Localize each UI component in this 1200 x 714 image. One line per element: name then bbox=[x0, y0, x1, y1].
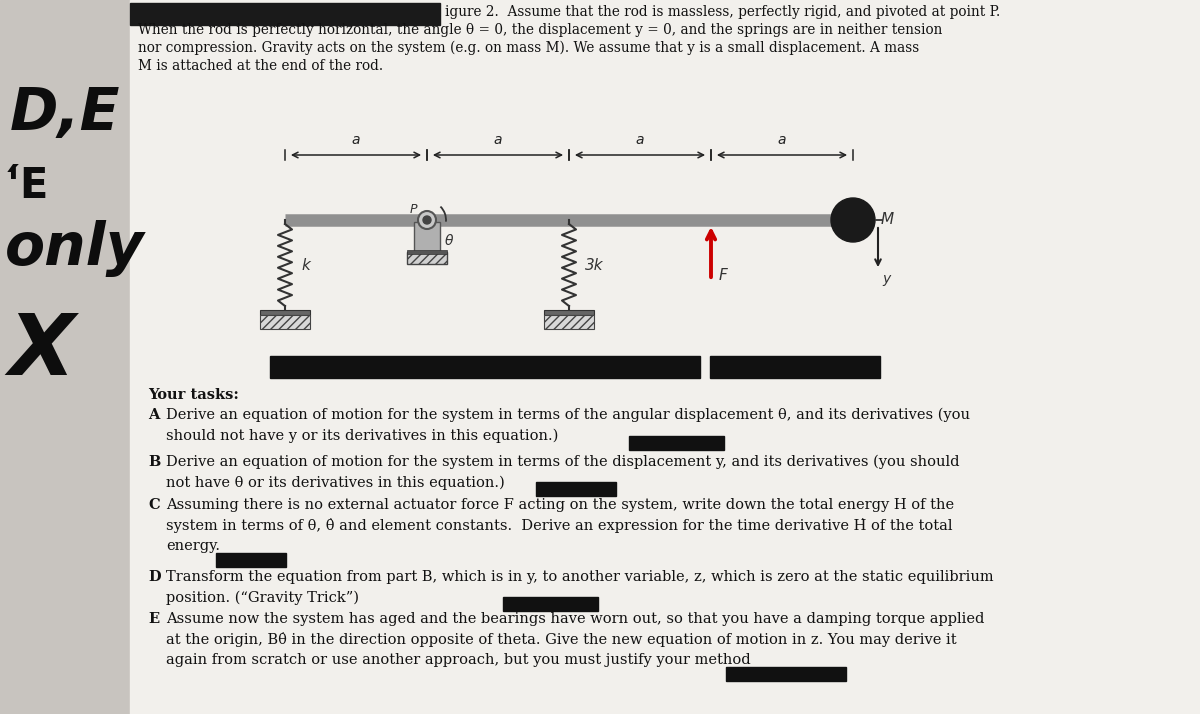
Bar bbox=[726, 667, 846, 681]
Text: X: X bbox=[8, 310, 74, 393]
Text: M is attached at the end of the rod.: M is attached at the end of the rod. bbox=[138, 59, 383, 73]
Text: When the rod is perfectly horizontal, the angle θ = 0, the displacement y = 0, a: When the rod is perfectly horizontal, th… bbox=[138, 23, 942, 37]
Circle shape bbox=[424, 216, 431, 224]
Bar bbox=[260, 315, 310, 329]
Text: E: E bbox=[148, 612, 160, 626]
Bar bbox=[407, 250, 446, 254]
Bar bbox=[629, 436, 724, 450]
Text: Derive an equation of motion for the system in terms of the displacement y, and : Derive an equation of motion for the sys… bbox=[166, 455, 960, 490]
Text: D: D bbox=[148, 570, 161, 584]
Text: F: F bbox=[719, 268, 727, 283]
Text: Assuming there is no external actuator force F acting on the system, write down : Assuming there is no external actuator f… bbox=[166, 498, 954, 553]
Text: 3k: 3k bbox=[586, 258, 604, 273]
Text: M: M bbox=[881, 213, 894, 228]
Bar bbox=[544, 310, 594, 315]
Text: '́E: '́E bbox=[8, 165, 49, 207]
Text: nor compression. Gravity acts on the system (e.g. on mass M). We assume that y i: nor compression. Gravity acts on the sys… bbox=[138, 41, 919, 56]
Text: θ: θ bbox=[445, 234, 454, 248]
Text: igure 2.  Assume that the rod is massless, perfectly rigid, and pivoted at point: igure 2. Assume that the rod is massless… bbox=[445, 5, 1001, 19]
Text: a: a bbox=[352, 133, 360, 147]
Text: A: A bbox=[148, 408, 160, 422]
Text: P: P bbox=[409, 203, 418, 216]
Circle shape bbox=[418, 211, 436, 229]
Bar bbox=[407, 252, 446, 264]
Bar bbox=[414, 222, 440, 252]
Text: k: k bbox=[301, 258, 310, 273]
Text: D,E: D,E bbox=[10, 85, 120, 142]
Bar bbox=[544, 315, 594, 329]
Text: Your tasks:: Your tasks: bbox=[148, 388, 239, 402]
Text: Assume now the system has aged and the bearings have worn out, so that you have : Assume now the system has aged and the b… bbox=[166, 612, 984, 668]
Bar bbox=[536, 482, 616, 496]
Bar bbox=[710, 356, 880, 378]
Text: a: a bbox=[493, 133, 503, 147]
Text: a: a bbox=[778, 133, 786, 147]
Text: B: B bbox=[148, 455, 161, 469]
Text: a: a bbox=[636, 133, 644, 147]
Bar bbox=[0, 0, 130, 714]
Text: C: C bbox=[148, 498, 160, 512]
Text: y: y bbox=[882, 272, 890, 286]
Circle shape bbox=[830, 198, 875, 242]
Bar bbox=[130, 3, 440, 25]
Bar bbox=[216, 553, 286, 567]
Bar bbox=[270, 356, 700, 378]
Bar bbox=[260, 310, 310, 315]
Text: Transform the equation from part B, which is in y, to another variable, z, which: Transform the equation from part B, whic… bbox=[166, 570, 994, 605]
Bar bbox=[503, 597, 598, 611]
Bar bbox=[130, 0, 1200, 714]
Text: only: only bbox=[5, 220, 145, 277]
Text: Derive an equation of motion for the system in terms of the angular displacement: Derive an equation of motion for the sys… bbox=[166, 408, 970, 443]
